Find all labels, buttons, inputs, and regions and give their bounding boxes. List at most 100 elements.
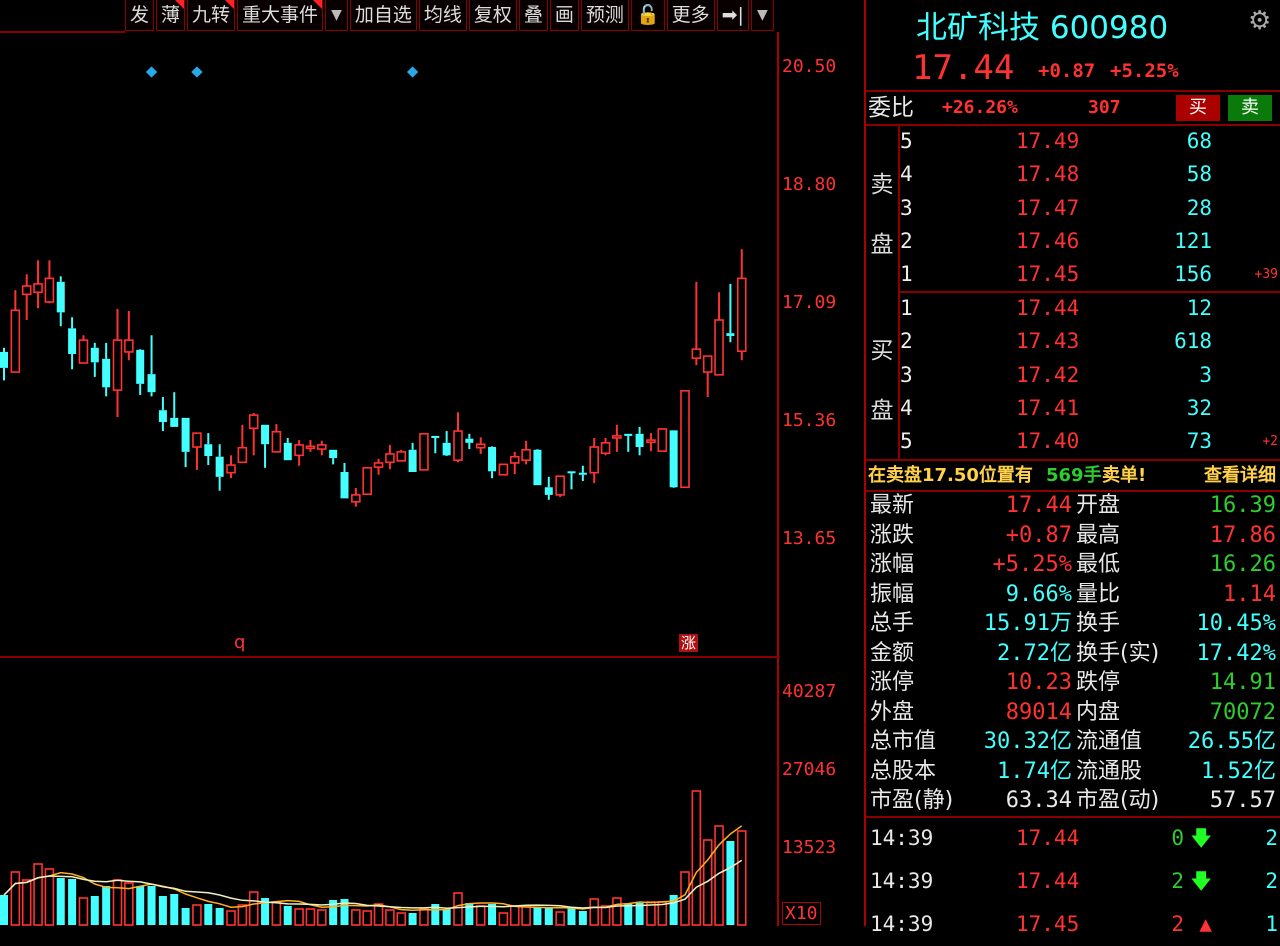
candlestick-chart[interactable] (0, 0, 778, 926)
stat-value: 63.34 (1005, 788, 1072, 813)
stat-value: 26.55亿 (1187, 729, 1276, 754)
orderbook-vol: 156 (1174, 262, 1212, 287)
toolbar-button[interactable]: 发 (125, 0, 155, 31)
sell-side-char: 盘 (870, 232, 894, 258)
volume-bar (351, 909, 361, 926)
volume-bar (248, 891, 259, 926)
volume-bar (635, 902, 644, 925)
candle-body (373, 462, 384, 468)
divider (866, 459, 1280, 461)
candle-body (261, 424, 270, 445)
toolbar-button[interactable]: 画 (549, 0, 579, 31)
toolbar-button[interactable]: 重大事件 (237, 0, 324, 31)
volume-ma-line (3, 859, 743, 909)
toolbar-button[interactable]: 叠 (518, 0, 548, 31)
divider (866, 490, 1280, 492)
volume-bar (204, 904, 213, 925)
stat-label: 总市值 (870, 729, 937, 754)
volume-bar (533, 907, 542, 925)
price-tick: 20.50 (782, 56, 837, 77)
volume-tick: 13523 (782, 837, 837, 858)
volume-bar (362, 910, 373, 926)
candle-body (78, 339, 89, 364)
volume-bar (475, 905, 486, 926)
orderbook-vol: 68 (1186, 129, 1212, 153)
orderbook-vol: 3 (1199, 362, 1212, 387)
buy-level-row[interactable]: 4 17.41 32 (900, 392, 1280, 425)
gear-icon[interactable]: ⚙ (1248, 6, 1272, 36)
price-change-pct: +5.25% (1110, 60, 1179, 82)
toolbar-button[interactable]: 九转 (187, 0, 236, 31)
weibi-row: 委比 +26.26% 307 买 卖 (866, 92, 1280, 124)
stat-label: 总股本 (870, 758, 937, 784)
volume-bar (21, 879, 32, 926)
candle-body (691, 348, 702, 359)
sell-button[interactable]: 卖 (1228, 95, 1272, 121)
volume-bar (488, 904, 497, 925)
stat-row: 总手 15.91万 换手 10.45% (866, 609, 1280, 639)
price-tick: 13.65 (782, 528, 837, 549)
sell-level-row[interactable]: 2 17.46 121 (900, 225, 1280, 258)
volume-bar (498, 912, 509, 926)
orderbook-price: 17.44 (1016, 296, 1080, 320)
volume-tick: 40287 (782, 681, 837, 702)
orderbook-level: 1 (900, 262, 913, 287)
weicha-value: 307 (1088, 97, 1121, 118)
buy-level-row[interactable]: 2 17.43 618 (900, 325, 1280, 358)
tick-time: 14:39 (870, 912, 934, 936)
toolbar-button[interactable]: ➡| (716, 0, 749, 31)
volume-bar (385, 909, 395, 926)
volume-bar (112, 879, 123, 926)
candle-body (136, 349, 145, 384)
weibi-label: 委比 (868, 95, 914, 121)
view-details-link[interactable]: 查看详细 (1204, 465, 1276, 486)
toolbar-button[interactable]: 薄 (156, 0, 186, 31)
sell-side-label: 卖 盘 (868, 165, 896, 259)
stock-title: 北矿科技 600980 (916, 2, 1280, 47)
buy-side-char: 盘 (870, 398, 894, 424)
event-marker-icon (191, 66, 203, 78)
candle-body (44, 277, 55, 303)
candle-body (158, 410, 167, 423)
notice-suffix: 卖单! (1102, 465, 1147, 486)
dropdown-button[interactable]: ▼ (325, 0, 348, 31)
price-tick: 18.80 (782, 174, 837, 195)
toolbar-button[interactable]: 加自选 (349, 0, 417, 31)
candle-body (509, 455, 520, 464)
tick-count: 2 (1265, 826, 1278, 850)
volume-bar (521, 905, 531, 926)
toolbar-button[interactable]: 更多 (666, 0, 715, 31)
sell-level-row[interactable]: 4 17.48 58 (900, 158, 1280, 191)
sell-level-row[interactable]: 1 17.45 156 +39 (900, 258, 1280, 291)
toolbar-button[interactable]: 预测 (580, 0, 629, 31)
toolbar-button[interactable]: 复权 (468, 0, 517, 31)
sell-level-row[interactable]: 3 17.47 28 (900, 192, 1280, 225)
toolbar-button[interactable]: 均线 (418, 0, 467, 31)
stat-value: 17.86 (1209, 522, 1276, 548)
buy-side-label: 买 盘 (868, 331, 896, 425)
dropdown-button[interactable]: ▼ (750, 0, 774, 31)
candle-body (226, 464, 236, 474)
large-order-notice[interactable]: 在卖盘17.50位置有 569手 卖单! 查看详细 (866, 462, 1280, 490)
candle-body (112, 339, 123, 391)
volume-bar (442, 909, 451, 925)
volume-bar (261, 897, 270, 925)
tick-count: 1 (1265, 912, 1278, 936)
buy-level-row[interactable]: 1 17.44 12 (900, 292, 1280, 325)
stat-value: 16.39 (1209, 493, 1276, 518)
buy-level-row[interactable]: 3 17.42 3 (900, 359, 1280, 392)
rise-badge[interactable]: 涨 (679, 634, 699, 652)
volume-bar (33, 863, 43, 926)
arrow-up-icon: ▲ (1199, 912, 1212, 936)
volume-bar (294, 908, 304, 926)
sell-level-row[interactable]: 5 17.49 68 (900, 125, 1280, 158)
buy-level-row[interactable]: 5 17.40 73 +2 (900, 425, 1280, 458)
stat-label: 量比 (1076, 581, 1121, 607)
candle-body (726, 333, 735, 336)
volume-bar (373, 903, 384, 926)
volume-bar (612, 897, 622, 926)
candle-body (192, 432, 202, 448)
buy-button[interactable]: 买 (1176, 95, 1220, 121)
toolbar-button[interactable]: 🔓 (630, 0, 665, 31)
orderbook-price: 17.45 (1016, 262, 1080, 287)
